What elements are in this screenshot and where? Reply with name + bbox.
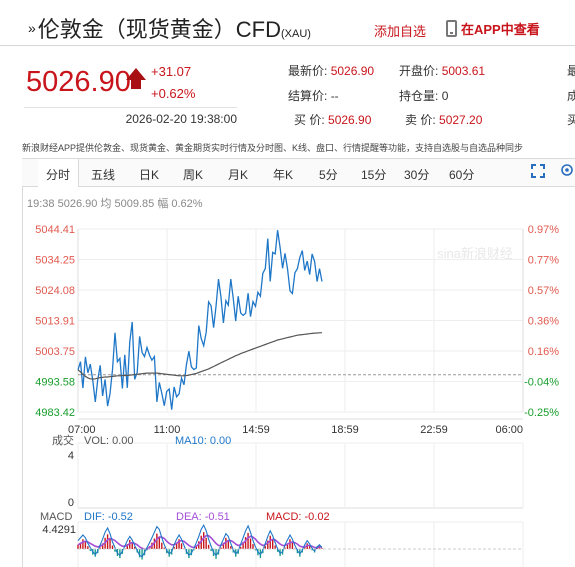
y-tick-left: 5024.08 [35,285,75,297]
info-latest-value: 5026.90 [330,64,375,78]
info-col3-row3: 买 [567,113,575,127]
chart-frame [22,158,575,567]
add-favorite-link[interactable]: 添加自选 [374,24,427,39]
info-settle-label: 结算价: [288,89,328,103]
title-sub: (XAU) [281,28,311,40]
intraday-avg-label: 均 [100,198,112,210]
info-sell-value: 5027.20 [439,113,483,127]
macd-value: MACD: -0.02 [266,511,330,523]
info-position: 持仓量: 0 [399,87,448,104]
watermark: sina新浪财经 [437,246,513,261]
macd-dea-line [77,534,322,550]
x-tick: 18:59 [331,424,359,436]
info-sell-label: 卖 价: [405,113,436,127]
intraday-amp-label: 幅 [157,198,169,210]
x-tick: 14:59 [242,424,270,436]
tab-30min[interactable]: 30分 [404,168,430,182]
up-arrow-icon [126,68,146,80]
expand-icon[interactable] [531,164,545,178]
macd-label: MACD [40,511,72,523]
info-open-value: 5003.61 [441,64,486,78]
current-price: 5026.90 [26,66,131,98]
y-tick-right: -0.04% [524,377,559,389]
macd-dif-line [77,524,323,558]
macd-y-top: 4.4291 [42,524,76,536]
settings-icon[interactable] [560,163,574,177]
info-open: 开盘价: 5003.61 [399,62,485,79]
intraday-time: 19:38 [27,198,55,210]
info-buy: 买 价: 5026.90 [294,111,371,128]
info-buy-label: 买 价: [294,113,325,127]
y-tick-right: 0.77% [528,255,559,267]
title-text: 伦敦金（现货黄金）CFD [37,17,282,42]
info-col3-row1: 最 [567,64,575,78]
y-tick-right: 0.36% [528,316,559,328]
tab-five-day[interactable]: 五线 [91,168,116,182]
y-tick-left: 4993.58 [35,377,75,389]
app-notice: 新浪财经APP提供伦敦金、现货黄金、黄金期货实时行情及分时图、K线、盘口、行情提… [22,143,524,153]
info-col3-row2: 成 [567,89,575,103]
y-tick-left: 5044.41 [35,224,75,236]
info-settle-value: -- [330,89,339,103]
info-position-value: 0 [441,89,449,103]
tab-intraday[interactable]: 分时 [38,159,80,187]
volume-y-bottom: 0 [68,497,74,509]
price-change-pct: +0.62% [151,86,196,101]
info-buy-value: 5026.90 [328,113,372,127]
intraday-price: 5026.90 [57,198,98,210]
macd-dea: DEA: -0.51 [176,511,230,523]
series-line-price [77,230,323,410]
y-tick-left: 5013.91 [35,316,75,328]
info-sell: 卖 价: 5027.20 [405,111,482,128]
x-tick: 06:00 [495,424,523,436]
y-tick-right: 0.16% [528,346,559,358]
tab-yearly-k[interactable]: 年K [273,168,294,182]
chart-tabs: 分时 五线 日K 周K 月K 年K 5分 15分 30分 60分 [22,159,575,187]
info-open-label: 开盘价: [399,64,439,78]
page-header: »伦敦金（现货黄金）CFD(XAU) 添加自选 在APP中查看 [0,0,575,46]
y-tick-left: 5003.75 [35,346,75,358]
quote-timestamp: 2026-02-20 19:38:00 [24,107,237,126]
volume-label: 成交 [52,433,74,447]
volume-vol: VOL: 0.00 [84,435,134,447]
y-tick-left: 4983.42 [35,407,75,419]
volume-ma: MA10: 0.00 [175,435,231,447]
price-change: +31.07 [151,64,192,79]
x-tick: 22:59 [420,424,448,436]
x-tick: 07:00 [68,424,96,436]
intraday-quote-line: 19:38 5026.90 均 5009.85 幅 0.62% [27,195,203,211]
tab-weekly-k[interactable]: 周K [183,168,204,182]
view-in-app-label: 在APP中查看 [461,22,540,37]
intraday-avg: 5009.85 [114,198,155,210]
y-tick-right: -0.25% [524,407,559,419]
y-tick-right: 0.57% [528,285,559,297]
page-title: »伦敦金（现货黄金）CFD(XAU) [28,12,311,44]
info-latest: 最新价: 5026.90 [288,62,374,79]
tab-5min[interactable]: 5分 [319,168,338,182]
y-tick-left: 5034.25 [35,255,75,267]
up-arrow-icon-stem [131,79,141,89]
view-in-app-link[interactable]: 在APP中查看 [446,19,540,38]
info-settle: 结算价: -- [288,87,339,104]
macd-dif: DIF: -0.52 [84,511,133,523]
x-tick: 11:00 [154,424,181,436]
tab-monthly-k[interactable]: 月K [228,168,249,182]
phone-icon [446,20,457,37]
info-latest-label: 最新价: [288,64,328,78]
volume-y-top: 4 [68,450,74,462]
info-position-label: 持仓量: [399,89,439,103]
intraday-amp: 0.62% [171,198,203,210]
series-line-avg [77,332,323,380]
tab-15min[interactable]: 15分 [361,168,387,182]
title-prefix: » [28,20,36,36]
tab-60min[interactable]: 60分 [449,168,475,182]
y-tick-right: 0.97% [528,224,559,236]
tab-daily-k[interactable]: 日K [139,168,160,182]
